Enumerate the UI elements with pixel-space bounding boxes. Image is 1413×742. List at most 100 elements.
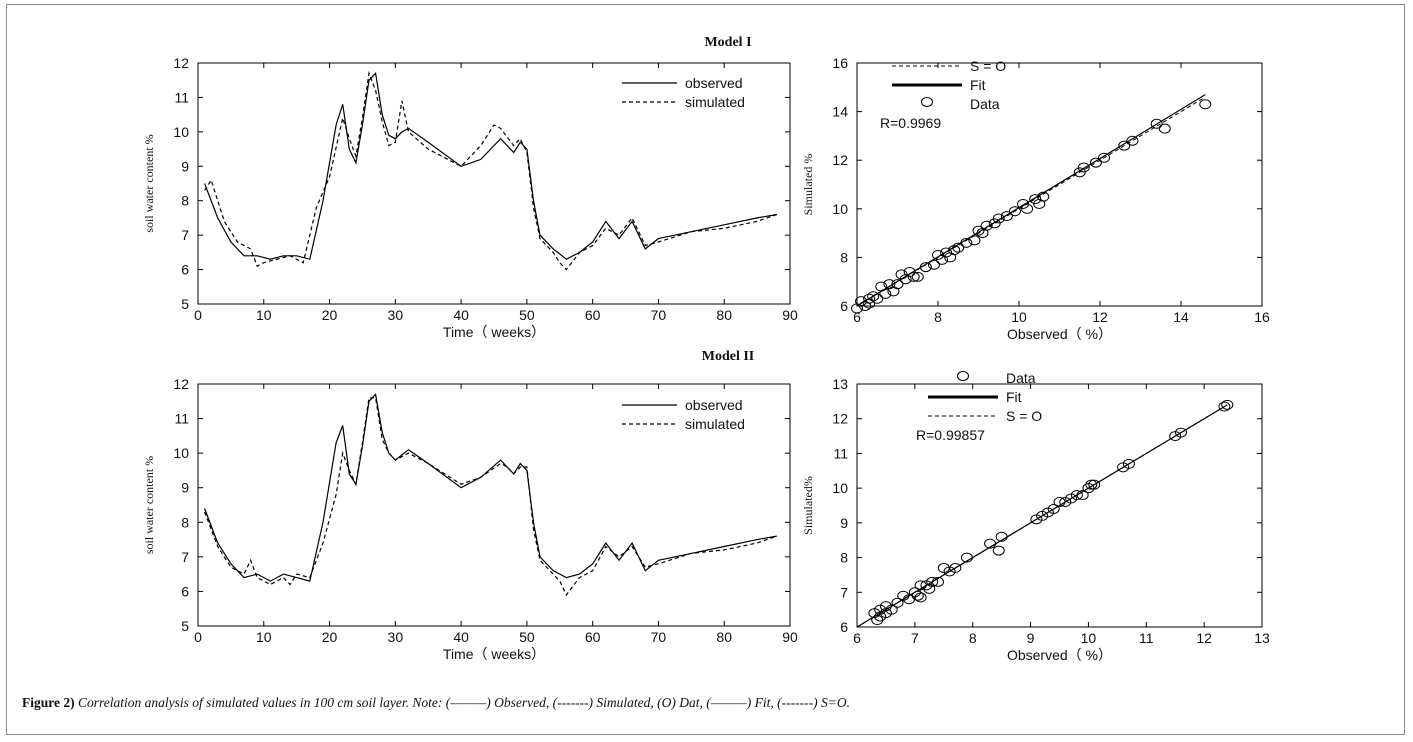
x-tick-label: 0 xyxy=(194,629,202,645)
data-point xyxy=(914,592,927,603)
data-point xyxy=(1021,203,1034,214)
data-point xyxy=(863,293,876,304)
x-tick-label: 30 xyxy=(388,307,404,323)
scatter-chart-3: 6 7 8 9 10 11 12 13 6 7 8 9 10 11 12 13 Observed（ %） Simu… xyxy=(801,370,1270,663)
y-tick-label: 10 xyxy=(832,201,848,217)
data-point xyxy=(1199,99,1212,110)
data-point xyxy=(891,279,904,290)
data-point xyxy=(1122,458,1135,469)
data-point xyxy=(879,288,892,299)
x-tick-label: 20 xyxy=(322,629,338,645)
x-tick-label: 10 xyxy=(256,307,272,323)
data-point xyxy=(932,576,944,587)
y-tick-label: 5 xyxy=(181,296,189,312)
x-tick-label: 10 xyxy=(256,629,272,645)
data-point xyxy=(992,545,1005,556)
scatter-chart-1: 6 8 10 12 14 16 6 8 10 12 14 16 Observed（ %） Simulate… xyxy=(801,55,1270,342)
data-point xyxy=(1089,157,1102,168)
x-tick-label: 6 xyxy=(853,309,861,325)
legend-label-observed: observed xyxy=(685,75,743,91)
data-point xyxy=(1077,162,1090,173)
x-tick-label: 50 xyxy=(519,629,535,645)
data-point xyxy=(972,225,985,236)
data-point xyxy=(871,293,884,304)
legend-swatch-data xyxy=(921,97,933,107)
chart-title: Model I xyxy=(704,35,751,50)
legend-label: S = O xyxy=(1006,408,1042,424)
x-tick-label: 14 xyxy=(1173,309,1189,325)
y-tick-label: 12 xyxy=(832,152,848,168)
y-tick-label: 12 xyxy=(832,411,848,427)
y-tick-label: 14 xyxy=(832,104,848,120)
x-tick-label: 70 xyxy=(651,307,667,323)
y-axis-label: soil water content % xyxy=(142,456,156,554)
data-point xyxy=(1008,206,1021,217)
plot-area-1 xyxy=(856,62,1263,307)
x-tick-label: 50 xyxy=(519,307,535,323)
x-axis-label: Observed（ %） xyxy=(1007,326,1112,342)
caption-label: Figure 2) xyxy=(22,695,75,710)
data-point xyxy=(1150,118,1163,129)
x-tick-label: 16 xyxy=(1254,309,1270,325)
figure-frame xyxy=(6,4,1405,735)
x-tick-label: 80 xyxy=(716,629,732,645)
data-point xyxy=(919,262,932,273)
y-tick-label: 16 xyxy=(832,55,848,71)
legend-label: S = O xyxy=(970,58,1006,74)
x-tick-label: 80 xyxy=(716,307,732,323)
data-point xyxy=(1221,399,1234,410)
legend-label: Data xyxy=(1006,370,1036,386)
legend-label-observed: observed xyxy=(685,397,743,413)
data-point xyxy=(952,242,965,253)
x-tick-label: 13 xyxy=(1254,630,1270,646)
plot-area-3 xyxy=(856,383,1263,628)
data-point xyxy=(968,235,981,246)
y-tick-label: 9 xyxy=(181,480,189,496)
y-tick-label: 7 xyxy=(840,584,848,600)
x-tick-label: 10 xyxy=(1081,630,1097,646)
x-tick-label: 9 xyxy=(1027,630,1035,646)
y-tick-label: 13 xyxy=(832,376,848,392)
data-point xyxy=(926,576,939,587)
data-point xyxy=(1126,135,1139,146)
y-axis-label: Simulated % xyxy=(801,154,815,216)
r-annotation: R=0.9969 xyxy=(880,115,941,131)
series-line-simulated xyxy=(204,397,777,597)
y-tick-label: 9 xyxy=(840,515,848,531)
data-point xyxy=(980,220,993,231)
x-tick-label: 7 xyxy=(911,630,919,646)
y-tick-label: 6 xyxy=(181,583,189,599)
y-tick-label: 11 xyxy=(833,445,848,461)
y-tick-label: 6 xyxy=(840,298,848,314)
data-point xyxy=(960,552,973,563)
x-tick-label: 0 xyxy=(194,307,202,323)
x-tick-label: 70 xyxy=(651,629,667,645)
y-axis-label: soil water content % xyxy=(142,134,156,232)
x-tick-label: 8 xyxy=(969,630,977,646)
data-point xyxy=(1085,479,1098,490)
x-tick-label: 12 xyxy=(1196,630,1212,646)
data-point xyxy=(1118,140,1131,151)
y-tick-label: 10 xyxy=(173,445,189,461)
line-chart-0: 0 10 20 30 40 50 60 70 80 90 5 6 7 8 9 10 11 12 Time（ week… xyxy=(142,35,798,340)
data-point xyxy=(1158,123,1171,134)
data-point xyxy=(1088,479,1101,490)
plot-area-0 xyxy=(197,62,791,305)
legend-label: Fit xyxy=(970,77,986,93)
line-chart-2: 0 10 20 30 40 50 60 70 80 90 5 6 7 8 9 10 11 12 Time（ week… xyxy=(142,349,798,662)
x-tick-label: 20 xyxy=(322,307,338,323)
series-line-simulated xyxy=(204,70,777,271)
legend-label-simulated: simulated xyxy=(685,94,745,110)
data-point xyxy=(1218,401,1231,412)
x-axis-label: Observed（ %） xyxy=(1007,647,1112,663)
y-tick-label: 12 xyxy=(173,376,189,392)
r-annotation: R=0.99857 xyxy=(916,427,985,443)
x-tick-label: 10 xyxy=(1011,309,1027,325)
data-point xyxy=(923,583,936,594)
y-tick-label: 8 xyxy=(181,193,189,209)
data-point xyxy=(911,271,924,282)
x-tick-label: 40 xyxy=(453,307,469,323)
series-line-observed xyxy=(204,393,777,582)
data-point xyxy=(960,237,973,248)
